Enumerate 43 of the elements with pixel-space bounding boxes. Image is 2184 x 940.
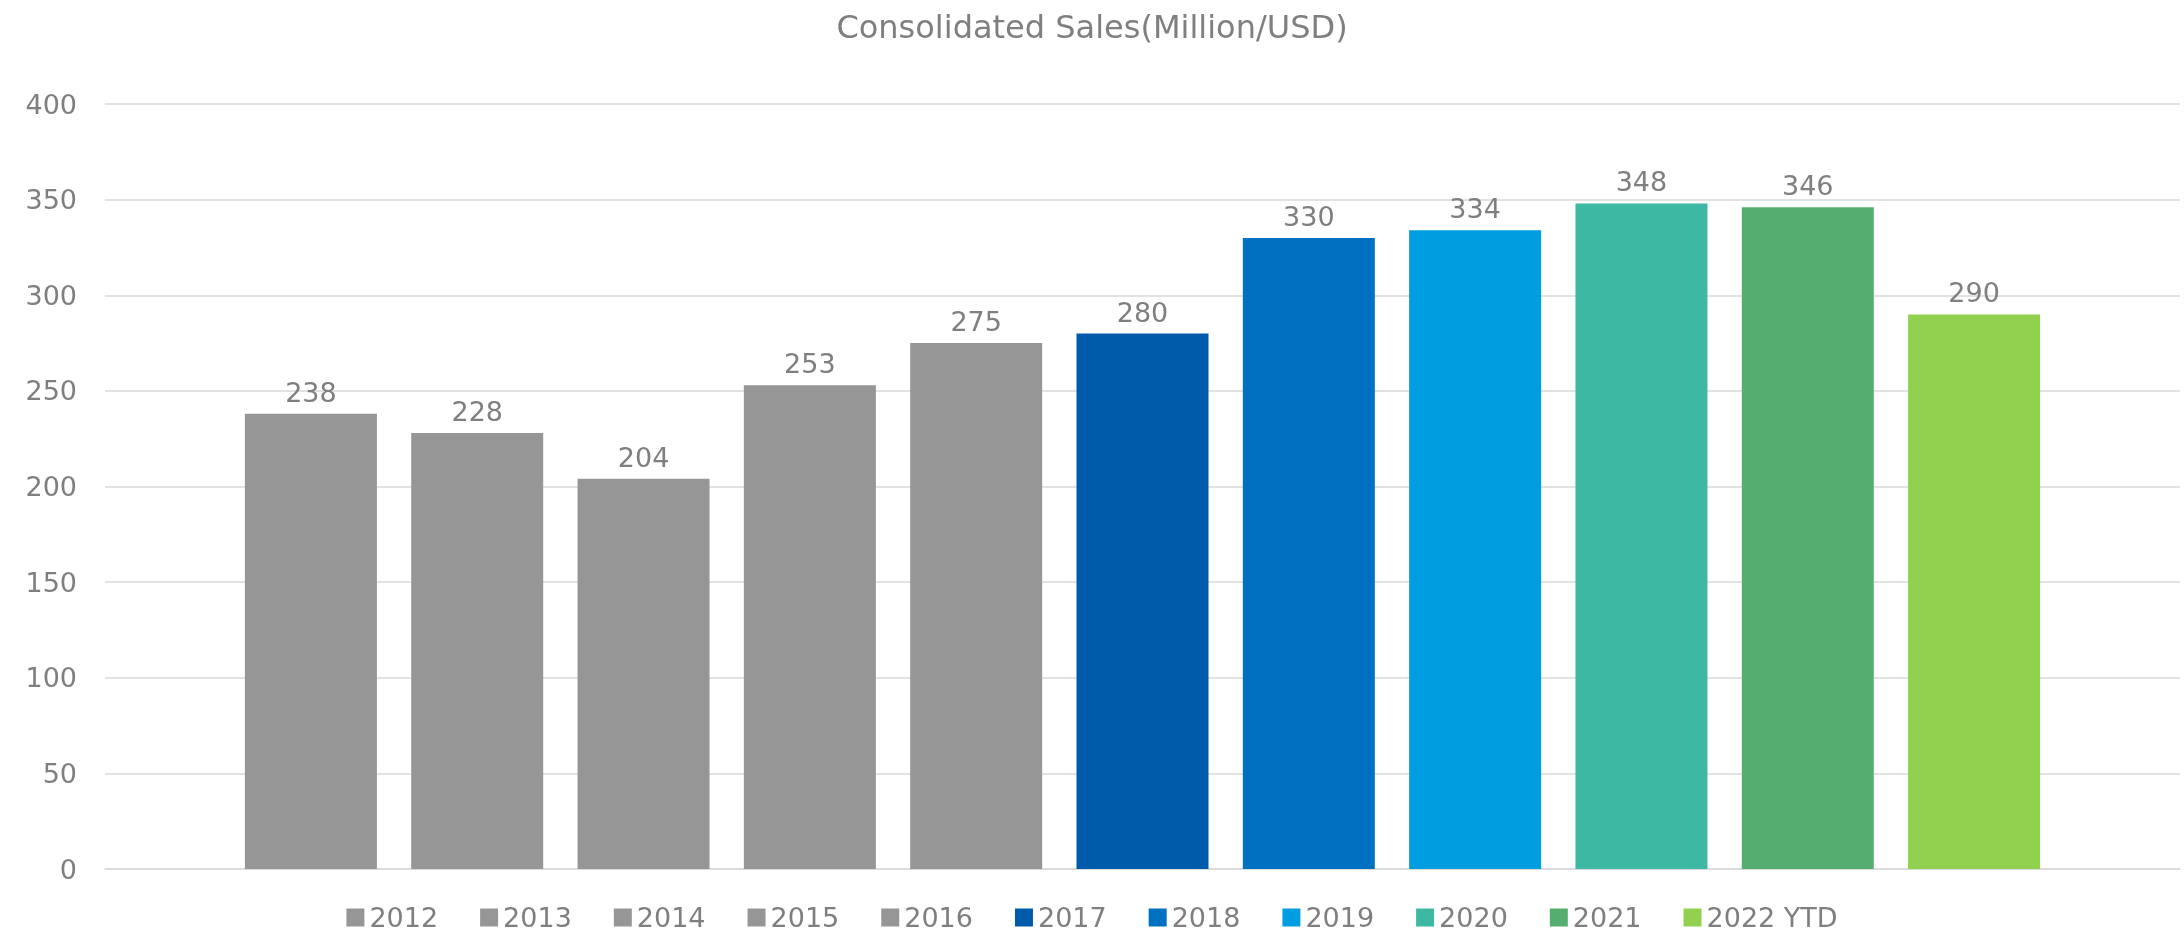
bar — [1409, 230, 1542, 869]
bar — [1741, 207, 1874, 869]
legend-label: 2021 — [1572, 902, 1642, 933]
y-tick-label: 300 — [25, 279, 77, 311]
y-tick-label: 150 — [25, 566, 77, 598]
legend-label: 2016 — [904, 902, 973, 933]
bar — [1575, 203, 1708, 869]
chart-title: Consolidated Sales(Million/USD) — [836, 8, 1348, 46]
bar — [1076, 333, 1209, 869]
bar — [1242, 237, 1375, 869]
data-label: 238 — [285, 376, 337, 408]
data-label: 204 — [617, 441, 670, 473]
data-label: 348 — [1615, 166, 1668, 198]
data-label: 330 — [1283, 200, 1335, 232]
bar — [910, 343, 1043, 869]
legend-label: 2015 — [770, 902, 840, 933]
data-label: 290 — [1948, 277, 2000, 309]
y-tick-label: 50 — [42, 757, 77, 789]
y-tick-label: 200 — [25, 471, 77, 502]
data-label: 275 — [950, 306, 1002, 338]
legend-label: 2020 — [1439, 902, 1508, 933]
legend-label: 2022 YTD — [1706, 902, 1838, 933]
legend-label: 2013 — [503, 902, 572, 933]
legend-label: 2018 — [1171, 902, 1241, 933]
y-tick-label: 400 — [25, 88, 77, 120]
legend-label: 2012 — [369, 902, 439, 933]
y-tick-label: 250 — [25, 375, 77, 407]
y-tick-label: 100 — [25, 662, 77, 694]
data-label: 228 — [451, 395, 503, 427]
bar — [577, 478, 710, 869]
legend-label: 2019 — [1305, 902, 1375, 933]
data-label: 346 — [1782, 170, 1834, 202]
bar — [411, 432, 544, 869]
bar — [244, 413, 377, 869]
bar — [743, 385, 876, 869]
data-label: 253 — [784, 348, 836, 380]
bar — [1908, 314, 2041, 869]
legend-label: 2014 — [636, 902, 706, 933]
legend-label: 2017 — [1037, 902, 1107, 933]
y-tick-label: 0 — [59, 853, 77, 885]
y-tick-label: 350 — [25, 184, 77, 216]
data-label: 280 — [1116, 296, 1169, 328]
data-label: 334 — [1449, 193, 1501, 225]
